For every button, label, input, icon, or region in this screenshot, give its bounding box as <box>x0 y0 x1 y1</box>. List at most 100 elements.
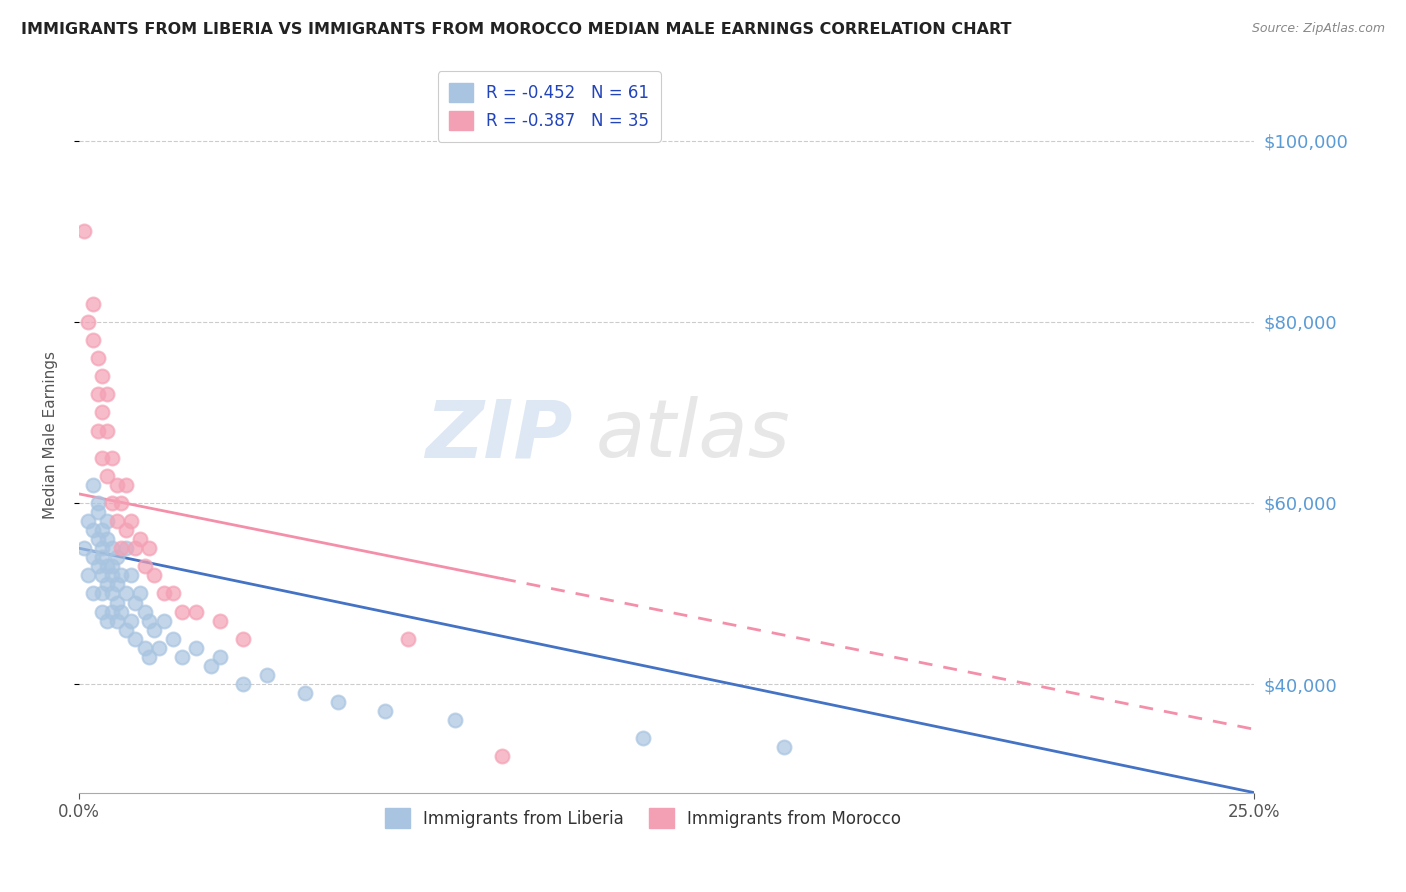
Point <box>82 478 104 492</box>
Point <box>491 749 513 764</box>
Point <box>91 586 114 600</box>
Point <box>232 632 254 646</box>
Point <box>105 614 128 628</box>
Point <box>208 614 231 628</box>
Point <box>101 605 124 619</box>
Point <box>91 369 114 384</box>
Point <box>87 387 110 401</box>
Point <box>120 614 142 628</box>
Point <box>138 649 160 664</box>
Point <box>138 614 160 628</box>
Legend: Immigrants from Liberia, Immigrants from Morocco: Immigrants from Liberia, Immigrants from… <box>378 802 908 834</box>
Point <box>129 532 152 546</box>
Point <box>396 632 419 646</box>
Point <box>87 559 110 574</box>
Point <box>115 623 138 637</box>
Point <box>91 523 114 537</box>
Point <box>773 740 796 755</box>
Point <box>101 568 124 582</box>
Point <box>120 568 142 582</box>
Point <box>101 586 124 600</box>
Point <box>110 568 132 582</box>
Point <box>115 541 138 556</box>
Point <box>87 505 110 519</box>
Text: IMMIGRANTS FROM LIBERIA VS IMMIGRANTS FROM MOROCCO MEDIAN MALE EARNINGS CORRELAT: IMMIGRANTS FROM LIBERIA VS IMMIGRANTS FR… <box>21 22 1011 37</box>
Point <box>91 541 114 556</box>
Point <box>87 424 110 438</box>
Point <box>91 568 114 582</box>
Point <box>91 605 114 619</box>
Point <box>208 649 231 664</box>
Point <box>96 514 118 528</box>
Point <box>96 468 118 483</box>
Point <box>172 605 194 619</box>
Y-axis label: Median Male Earnings: Median Male Earnings <box>44 351 58 519</box>
Point <box>101 496 124 510</box>
Point <box>101 541 124 556</box>
Point <box>148 640 170 655</box>
Point <box>96 559 118 574</box>
Point <box>91 405 114 419</box>
Point <box>72 224 94 238</box>
Point <box>134 640 156 655</box>
Point <box>87 496 110 510</box>
Text: atlas: atlas <box>596 396 790 474</box>
Point <box>96 424 118 438</box>
Point <box>72 541 94 556</box>
Text: Source: ZipAtlas.com: Source: ZipAtlas.com <box>1251 22 1385 36</box>
Point <box>162 586 184 600</box>
Point <box>96 387 118 401</box>
Point <box>96 532 118 546</box>
Point <box>77 514 100 528</box>
Point <box>294 686 316 700</box>
Point <box>124 541 146 556</box>
Point <box>82 586 104 600</box>
Point <box>631 731 654 746</box>
Point <box>373 704 395 718</box>
Point <box>82 550 104 565</box>
Point <box>105 514 128 528</box>
Point <box>172 649 194 664</box>
Point <box>91 550 114 565</box>
Point <box>256 668 278 682</box>
Point <box>186 640 208 655</box>
Point <box>232 677 254 691</box>
Point <box>124 595 146 609</box>
Point <box>120 514 142 528</box>
Point <box>82 297 104 311</box>
Point <box>134 605 156 619</box>
Point <box>77 315 100 329</box>
Point <box>138 541 160 556</box>
Point <box>105 577 128 591</box>
Point <box>105 550 128 565</box>
Point <box>110 605 132 619</box>
Point <box>115 523 138 537</box>
Point <box>152 586 174 600</box>
Point <box>110 541 132 556</box>
Point <box>110 496 132 510</box>
Text: ZIP: ZIP <box>425 396 572 474</box>
Point <box>143 568 166 582</box>
Point <box>82 523 104 537</box>
Point <box>444 713 467 727</box>
Point <box>87 351 110 365</box>
Point <box>82 333 104 347</box>
Point <box>152 614 174 628</box>
Point <box>105 478 128 492</box>
Point <box>115 478 138 492</box>
Point <box>91 450 114 465</box>
Point <box>96 577 118 591</box>
Point <box>200 659 222 673</box>
Point <box>77 568 100 582</box>
Point <box>143 623 166 637</box>
Point <box>326 695 349 709</box>
Point <box>101 450 124 465</box>
Point <box>96 614 118 628</box>
Point <box>87 532 110 546</box>
Point <box>115 586 138 600</box>
Point <box>105 595 128 609</box>
Point <box>101 559 124 574</box>
Point <box>124 632 146 646</box>
Point <box>186 605 208 619</box>
Point <box>129 586 152 600</box>
